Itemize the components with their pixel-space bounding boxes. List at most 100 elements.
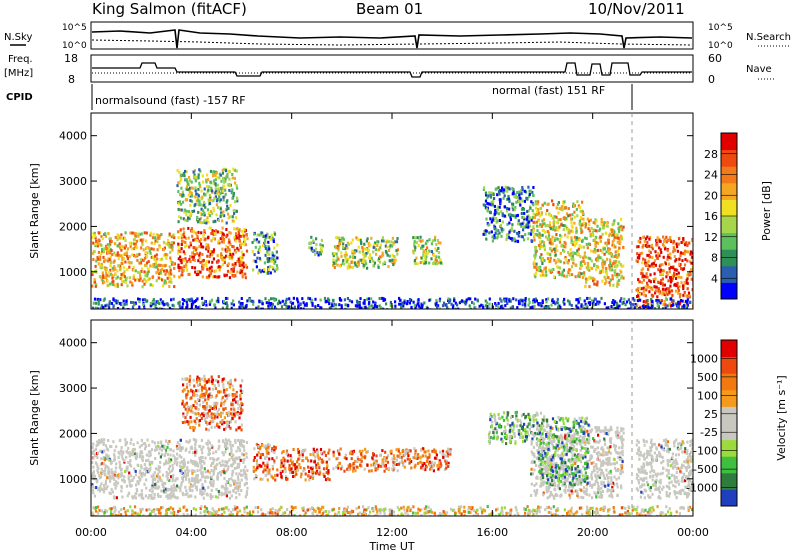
velocity-cell: [176, 496, 179, 500]
power-cell: [381, 307, 384, 309]
power-cell: [550, 303, 553, 307]
power-cell: [541, 203, 544, 207]
velocity-cell: [230, 403, 233, 407]
power-cell: [179, 228, 182, 232]
power-cell: [106, 259, 110, 263]
velocity-cell: [188, 477, 191, 481]
power-cell: [269, 271, 272, 275]
power-cell: [584, 236, 587, 240]
power-cell: [125, 302, 128, 306]
power-cell: [265, 301, 268, 305]
power-cell: [624, 303, 627, 307]
velocity-cell: [201, 412, 204, 416]
velocity-cell: [176, 484, 179, 488]
velocity-cell: [206, 422, 209, 426]
power-cell: [240, 257, 243, 261]
power-cell: [503, 205, 506, 209]
power-cell: [145, 299, 148, 303]
velocity-cell: [210, 488, 213, 492]
velocity-cell: [209, 493, 212, 497]
velocity-cell: [133, 452, 136, 456]
power-cell: [546, 251, 549, 255]
power-cell: [333, 266, 336, 269]
velocity-cell: [99, 441, 102, 445]
velocity-cell: [236, 486, 239, 489]
power-cell: [581, 212, 584, 215]
power-cell: [160, 233, 163, 236]
power-cell: [382, 299, 385, 302]
power-cell: [202, 263, 205, 267]
power-cell: [103, 280, 106, 284]
power-cell: [245, 304, 248, 308]
power-cell: [181, 239, 184, 243]
power-cell: [239, 263, 242, 267]
power-cell: [522, 224, 525, 228]
velocity-cell: [170, 475, 173, 479]
power-cell: [369, 259, 372, 263]
velocity-cell: [181, 402, 184, 406]
power-cell: [299, 303, 302, 307]
power-cell: [107, 256, 110, 260]
power-cell: [151, 300, 154, 304]
velocity-cell: [108, 474, 112, 478]
velocity-cell: [206, 412, 209, 415]
power-cell: [599, 248, 602, 252]
power-cell: [92, 250, 96, 253]
power-cell: [603, 247, 606, 251]
power-cell: [119, 267, 122, 271]
power-cell: [263, 239, 267, 242]
noise-panel: N.Sky 10^5 10^0 10^5 10^0 N.Search: [4, 21, 791, 51]
power-cell: [221, 306, 224, 309]
velocity-cell: [238, 462, 241, 466]
velocity-cell: [121, 450, 124, 454]
power-cell: [97, 231, 101, 235]
power-cell: [270, 305, 273, 309]
velocity-cell: [273, 459, 276, 463]
power-cell: [347, 242, 350, 246]
power-cell: [207, 276, 210, 280]
velocity-cell: [242, 460, 245, 464]
power-cell: [159, 271, 162, 275]
power-cell: [691, 266, 693, 269]
power-cell: [233, 168, 236, 172]
power-cell: [608, 234, 611, 238]
power-cell: [671, 293, 674, 297]
velocity-cell: [102, 469, 105, 473]
power-cell: [620, 297, 623, 301]
power-cell: [637, 278, 640, 282]
power-cell: [239, 271, 242, 275]
power-cell: [302, 307, 305, 309]
power-cell: [122, 299, 125, 303]
velocity-cell: [132, 476, 135, 480]
power-cell: [437, 255, 441, 259]
power-cell: [225, 301, 228, 305]
power-cell: [333, 261, 336, 265]
power-cell: [192, 248, 196, 252]
power-cell: [544, 270, 547, 274]
power-cell: [493, 218, 496, 222]
velocity-cell: [230, 463, 233, 467]
velocity-cell: [211, 378, 214, 382]
power-cell: [357, 263, 360, 267]
power-cell: [162, 303, 165, 307]
power-cell: [159, 258, 162, 261]
velocity-cell: [187, 422, 190, 426]
velocity-cell: [235, 472, 238, 476]
power-cell: [161, 301, 164, 305]
power-cell: [678, 275, 681, 279]
power-cell: [598, 229, 601, 233]
power-cell: [181, 173, 184, 177]
velocity-cell: [228, 414, 231, 417]
power-cell: [527, 232, 530, 236]
power-cell: [664, 306, 667, 309]
velocity-cell: [115, 496, 118, 500]
velocity-cell: [97, 488, 100, 492]
power-cell: [618, 246, 621, 250]
power-cell: [141, 285, 144, 289]
power-cell: [497, 190, 501, 194]
power-cell: [378, 260, 381, 264]
velocity-cell: [107, 439, 110, 442]
power-cell: [181, 258, 184, 262]
power-cell: [214, 178, 217, 182]
